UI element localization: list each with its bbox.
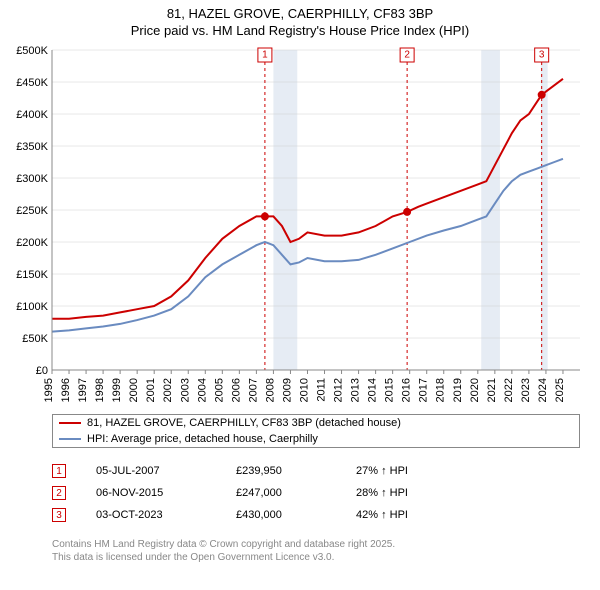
legend-item: 81, HAZEL GROVE, CAERPHILLY, CF83 3BP (d… [53, 415, 579, 431]
sale-row: 2 06-NOV-2015£247,00028% ↑ HPI [52, 482, 408, 504]
y-tick-label: £250K [16, 205, 48, 217]
x-tick-label: 1998 [94, 378, 106, 402]
x-tick-label: 2019 [452, 378, 464, 402]
x-tick-label: 2010 [298, 378, 310, 402]
y-tick-label: £200K [16, 237, 48, 249]
x-tick-label: 2005 [213, 378, 225, 402]
sale-pct: 27% ↑ HPI [356, 465, 408, 477]
legend-swatch [59, 438, 81, 440]
sale-date: 06-NOV-2015 [96, 487, 236, 499]
sale-marker-number: 3 [539, 50, 545, 61]
x-tick-label: 2023 [520, 378, 532, 402]
x-tick-label: 1995 [43, 378, 55, 402]
sale-row: 1 05-JUL-2007£239,95027% ↑ HPI [52, 460, 408, 482]
sale-row-marker: 1 [52, 464, 66, 478]
x-tick-label: 2017 [418, 378, 430, 402]
legend-item: HPI: Average price, detached house, Caer… [53, 431, 579, 447]
sale-date: 03-OCT-2023 [96, 509, 236, 521]
sale-date: 05-JUL-2007 [96, 465, 236, 477]
x-tick-label: 2007 [247, 378, 259, 402]
x-tick-label: 2015 [384, 378, 396, 402]
x-tick-label: 2009 [281, 378, 293, 402]
x-tick-label: 2025 [554, 378, 566, 402]
x-tick-label: 2006 [230, 378, 242, 402]
sale-price: £247,000 [236, 487, 356, 499]
x-tick-label: 2021 [486, 378, 498, 402]
y-tick-label: £50K [22, 333, 48, 345]
y-tick-label: £100K [16, 301, 48, 313]
x-tick-label: 2020 [469, 378, 481, 402]
legend-swatch [59, 422, 81, 424]
y-tick-label: £350K [16, 141, 48, 153]
x-tick-label: 2001 [145, 378, 157, 402]
x-tick-label: 2013 [350, 378, 362, 402]
sale-row: 3 03-OCT-2023£430,00042% ↑ HPI [52, 504, 408, 526]
sale-dot [403, 208, 411, 216]
y-tick-label: £150K [16, 269, 48, 281]
sale-dot [538, 91, 546, 99]
y-tick-label: £400K [16, 109, 48, 121]
sale-marker-number: 2 [404, 50, 410, 61]
sale-price: £430,000 [236, 509, 356, 521]
x-tick-label: 2008 [264, 378, 276, 402]
legend-label: 81, HAZEL GROVE, CAERPHILLY, CF83 3BP (d… [87, 417, 401, 429]
x-tick-label: 2016 [401, 378, 413, 402]
x-tick-label: 2024 [537, 378, 549, 402]
y-tick-label: £450K [16, 77, 48, 89]
x-tick-label: 2003 [179, 378, 191, 402]
x-tick-label: 2000 [128, 378, 140, 402]
attribution: Contains HM Land Registry data © Crown c… [52, 538, 395, 564]
sale-pct: 28% ↑ HPI [356, 487, 408, 499]
sales-table: 1 05-JUL-2007£239,95027% ↑ HPI 2 06-NOV-201… [52, 460, 408, 526]
sale-row-marker: 2 [52, 486, 66, 500]
legend: 81, HAZEL GROVE, CAERPHILLY, CF83 3BP (d… [52, 414, 580, 448]
y-tick-label: £0 [36, 365, 48, 377]
x-tick-label: 2022 [503, 378, 515, 402]
y-tick-label: £300K [16, 173, 48, 185]
sale-marker-number: 1 [262, 50, 268, 61]
legend-label: HPI: Average price, detached house, Caer… [87, 433, 318, 445]
x-tick-label: 2004 [196, 378, 208, 402]
x-tick-label: 1999 [111, 378, 123, 402]
x-tick-label: 2014 [367, 378, 379, 402]
attrib-line-2: This data is licensed under the Open Gov… [52, 551, 395, 564]
x-tick-label: 1996 [60, 378, 72, 402]
sale-pct: 42% ↑ HPI [356, 509, 408, 521]
sale-row-marker: 3 [52, 508, 66, 522]
x-tick-label: 1997 [77, 378, 89, 402]
x-tick-label: 2012 [333, 378, 345, 402]
sale-dot [261, 212, 269, 220]
sale-price: £239,950 [236, 465, 356, 477]
attrib-line-1: Contains HM Land Registry data © Crown c… [52, 538, 395, 551]
price-chart: £0 £50K £100K £150K £200K £250K £300K £350K £400… [0, 0, 600, 412]
y-tick-label: £500K [16, 45, 48, 57]
x-tick-label: 2018 [435, 378, 447, 402]
x-tick-label: 2011 [316, 378, 328, 402]
x-tick-label: 2002 [162, 378, 174, 402]
